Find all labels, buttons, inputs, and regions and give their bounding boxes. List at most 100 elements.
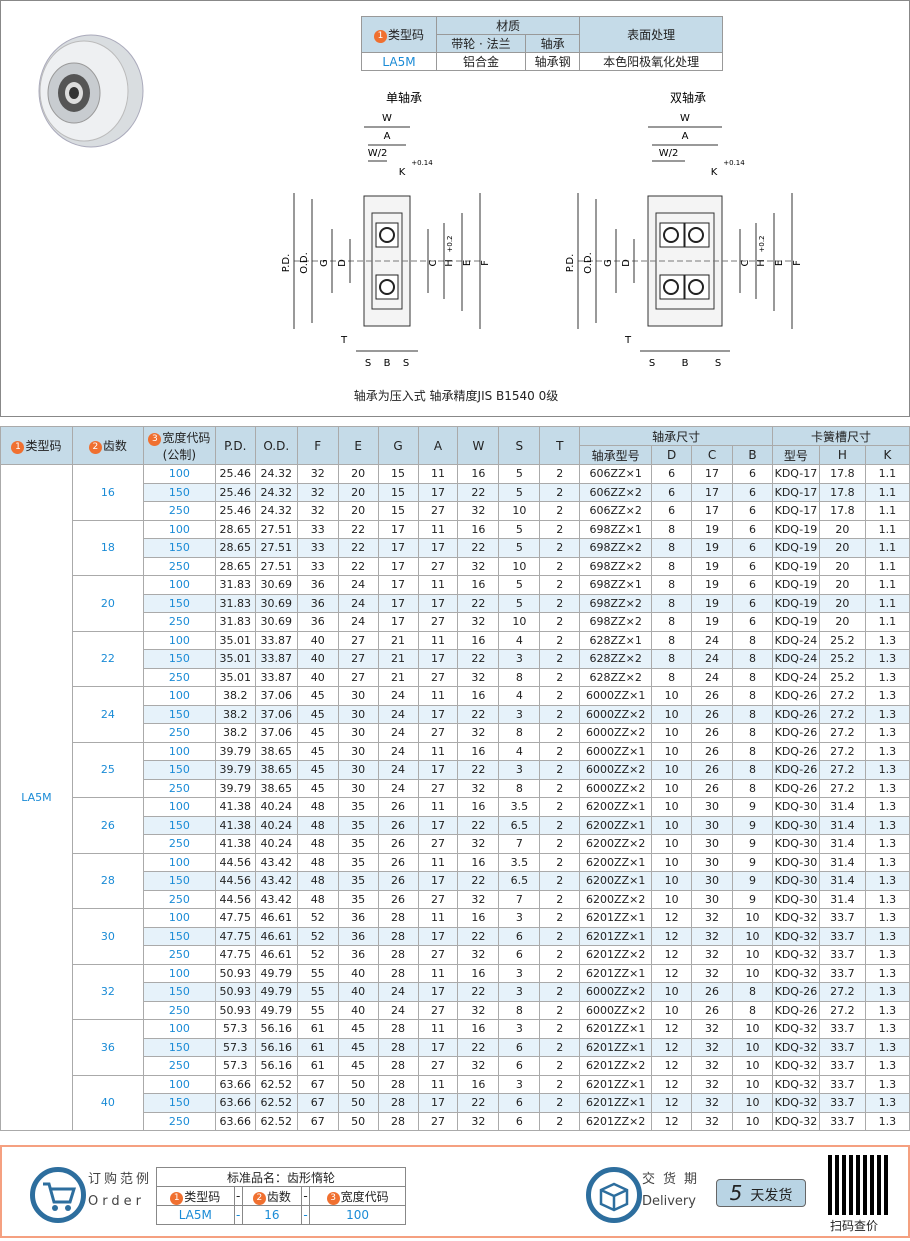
table-cell: 250 bbox=[142, 501, 216, 521]
box-icon bbox=[586, 1167, 642, 1223]
table-cell: 27 bbox=[417, 1000, 459, 1020]
table-cell: 8 bbox=[651, 593, 693, 613]
table-row: 250 35.01 33.87 40 27 21 27 32 8 2 628ZZ×2 8 24 8 KDQ-… bbox=[1, 667, 910, 687]
table-row: 150 63.66 62.52 67 50 28 17 22 6 2 6201ZZ×1 12 32 10 K… bbox=[1, 1093, 910, 1113]
table-cell: 33.7 bbox=[818, 963, 866, 983]
table-cell: 6 bbox=[498, 1037, 541, 1057]
table-cell: 63.66 bbox=[214, 1074, 256, 1094]
table-cell: 24 bbox=[377, 686, 419, 706]
table-cell: 28 bbox=[377, 1019, 419, 1039]
col-groove-model: 型号 bbox=[771, 445, 820, 465]
table-cell: 150 bbox=[142, 482, 216, 502]
table-cell: KDQ-26 bbox=[771, 1000, 820, 1020]
table-cell: 24 bbox=[377, 760, 419, 780]
dimension-label: O.D. bbox=[299, 252, 310, 274]
table-cell: 9 bbox=[732, 852, 773, 872]
table-cell: 30 bbox=[337, 704, 379, 724]
table-cell: 16 bbox=[457, 1074, 500, 1094]
table-cell: 1.1 bbox=[864, 519, 910, 539]
pulley-flange-header: 带轮 · 法兰 bbox=[436, 34, 526, 53]
table-cell: 2 bbox=[539, 834, 581, 854]
table-cell: 2 bbox=[539, 1093, 581, 1113]
table-row: 250 57.3 56.16 61 45 28 27 32 6 2 6201ZZ×2 12 32 10 KD… bbox=[1, 1056, 910, 1076]
table-cell: 2 bbox=[539, 630, 581, 650]
table-cell: 100 bbox=[142, 519, 216, 539]
type-code-value: LA5M bbox=[360, 52, 438, 71]
table-cell: 6 bbox=[732, 519, 773, 539]
table-cell: 28.65 bbox=[214, 519, 256, 539]
table-cell: 33.7 bbox=[818, 945, 866, 965]
table-cell: 61 bbox=[296, 1037, 339, 1057]
col-k: K bbox=[864, 445, 910, 465]
table-cell: 9 bbox=[732, 871, 773, 891]
table-cell: 11 bbox=[417, 1074, 459, 1094]
table-cell: 9 bbox=[732, 834, 773, 854]
table-cell: 6.5 bbox=[498, 871, 541, 891]
table-cell: 8 bbox=[498, 1000, 541, 1020]
table-cell: 5 bbox=[498, 538, 541, 558]
table-cell: 20 bbox=[337, 501, 379, 521]
table-cell: 25.2 bbox=[818, 649, 866, 669]
table-cell: 1.3 bbox=[864, 1019, 910, 1039]
table-cell: 36 bbox=[337, 926, 379, 946]
table-cell: 40 bbox=[296, 630, 339, 650]
dimension-label: F bbox=[480, 260, 491, 266]
table-cell: 17 bbox=[417, 704, 459, 724]
table-cell: 10 bbox=[651, 1000, 693, 1020]
table-cell: 27 bbox=[417, 612, 459, 632]
dimension-label: C bbox=[740, 259, 751, 266]
table-cell: 1.1 bbox=[864, 556, 910, 576]
table-cell: 1.3 bbox=[864, 760, 910, 780]
table-row: 40 100 63.66 62.52 67 50 28 11 16 3 2 6201ZZ×1 12 32 1… bbox=[1, 1074, 910, 1131]
table-cell: 4 bbox=[498, 630, 541, 650]
product-overview: 1 类型码 材质 表面处理 带轮 · 法兰 轴承 LA5M 铝合金 轴承钢 本色阳… bbox=[0, 0, 910, 417]
dimension-label: W bbox=[382, 113, 392, 124]
table-cell: 48 bbox=[296, 815, 339, 835]
table-cell: 250 bbox=[142, 667, 216, 687]
table-cell: 6201ZZ×2 bbox=[579, 1111, 653, 1131]
table-cell: 1.3 bbox=[864, 704, 910, 724]
table-cell: 3 bbox=[498, 982, 541, 1002]
qr-code[interactable] bbox=[828, 1155, 888, 1215]
table-cell: 5 bbox=[498, 575, 541, 595]
table-cell: 38.2 bbox=[214, 704, 256, 724]
table-cell: 20 bbox=[337, 482, 379, 502]
col-od: O.D. bbox=[254, 426, 298, 465]
table-cell: 10 bbox=[651, 704, 693, 724]
table-cell: 33.87 bbox=[254, 649, 298, 669]
table-cell: 61 bbox=[296, 1019, 339, 1039]
table-cell: 26 bbox=[691, 741, 734, 761]
table-cell: 6200ZZ×1 bbox=[579, 852, 653, 872]
table-cell: 150 bbox=[142, 538, 216, 558]
table-cell: 10 bbox=[732, 1056, 773, 1076]
table-cell: 22 bbox=[457, 704, 500, 724]
table-cell: 16 bbox=[457, 908, 500, 928]
order-type-code: LA5M bbox=[156, 1205, 235, 1225]
table-cell: 16 bbox=[457, 464, 500, 484]
table-cell: 1.3 bbox=[864, 834, 910, 854]
table-cell: 3 bbox=[498, 704, 541, 724]
table-cell: 22 bbox=[337, 519, 379, 539]
table-cell: 2 bbox=[539, 575, 581, 595]
material-table: 1 类型码 材质 表面处理 带轮 · 法兰 轴承 LA5M 铝合金 轴承钢 本色阳… bbox=[360, 16, 723, 71]
table-cell: 8 bbox=[732, 760, 773, 780]
table-cell: 17 bbox=[377, 575, 419, 595]
table-cell: 26 bbox=[377, 871, 419, 891]
table-cell: 8 bbox=[732, 704, 773, 724]
diagram-caption: 轴承为压入式 轴承精度JIS B1540 0级 bbox=[353, 389, 559, 403]
table-cell: 37.06 bbox=[254, 686, 298, 706]
table-cell: 6000ZZ×1 bbox=[579, 741, 653, 761]
table-cell: 1.3 bbox=[864, 1000, 910, 1020]
table-cell: 2 bbox=[539, 926, 581, 946]
table-cell: 16 bbox=[457, 963, 500, 983]
table-cell: 2 bbox=[539, 1000, 581, 1020]
table-cell: 26 bbox=[691, 723, 734, 743]
table-cell: 1.3 bbox=[864, 630, 910, 650]
table-cell: 24 bbox=[377, 704, 419, 724]
table-cell: 698ZZ×2 bbox=[579, 556, 653, 576]
table-row: 20 100 31.83 30.69 36 24 17 11 16 5 2 698ZZ×1 8 19 6 KD… bbox=[1, 575, 910, 632]
table-cell: 52 bbox=[296, 926, 339, 946]
table-cell: 35.01 bbox=[214, 667, 256, 687]
table-cell: 7 bbox=[498, 834, 541, 854]
table-cell: 20 bbox=[818, 538, 866, 558]
